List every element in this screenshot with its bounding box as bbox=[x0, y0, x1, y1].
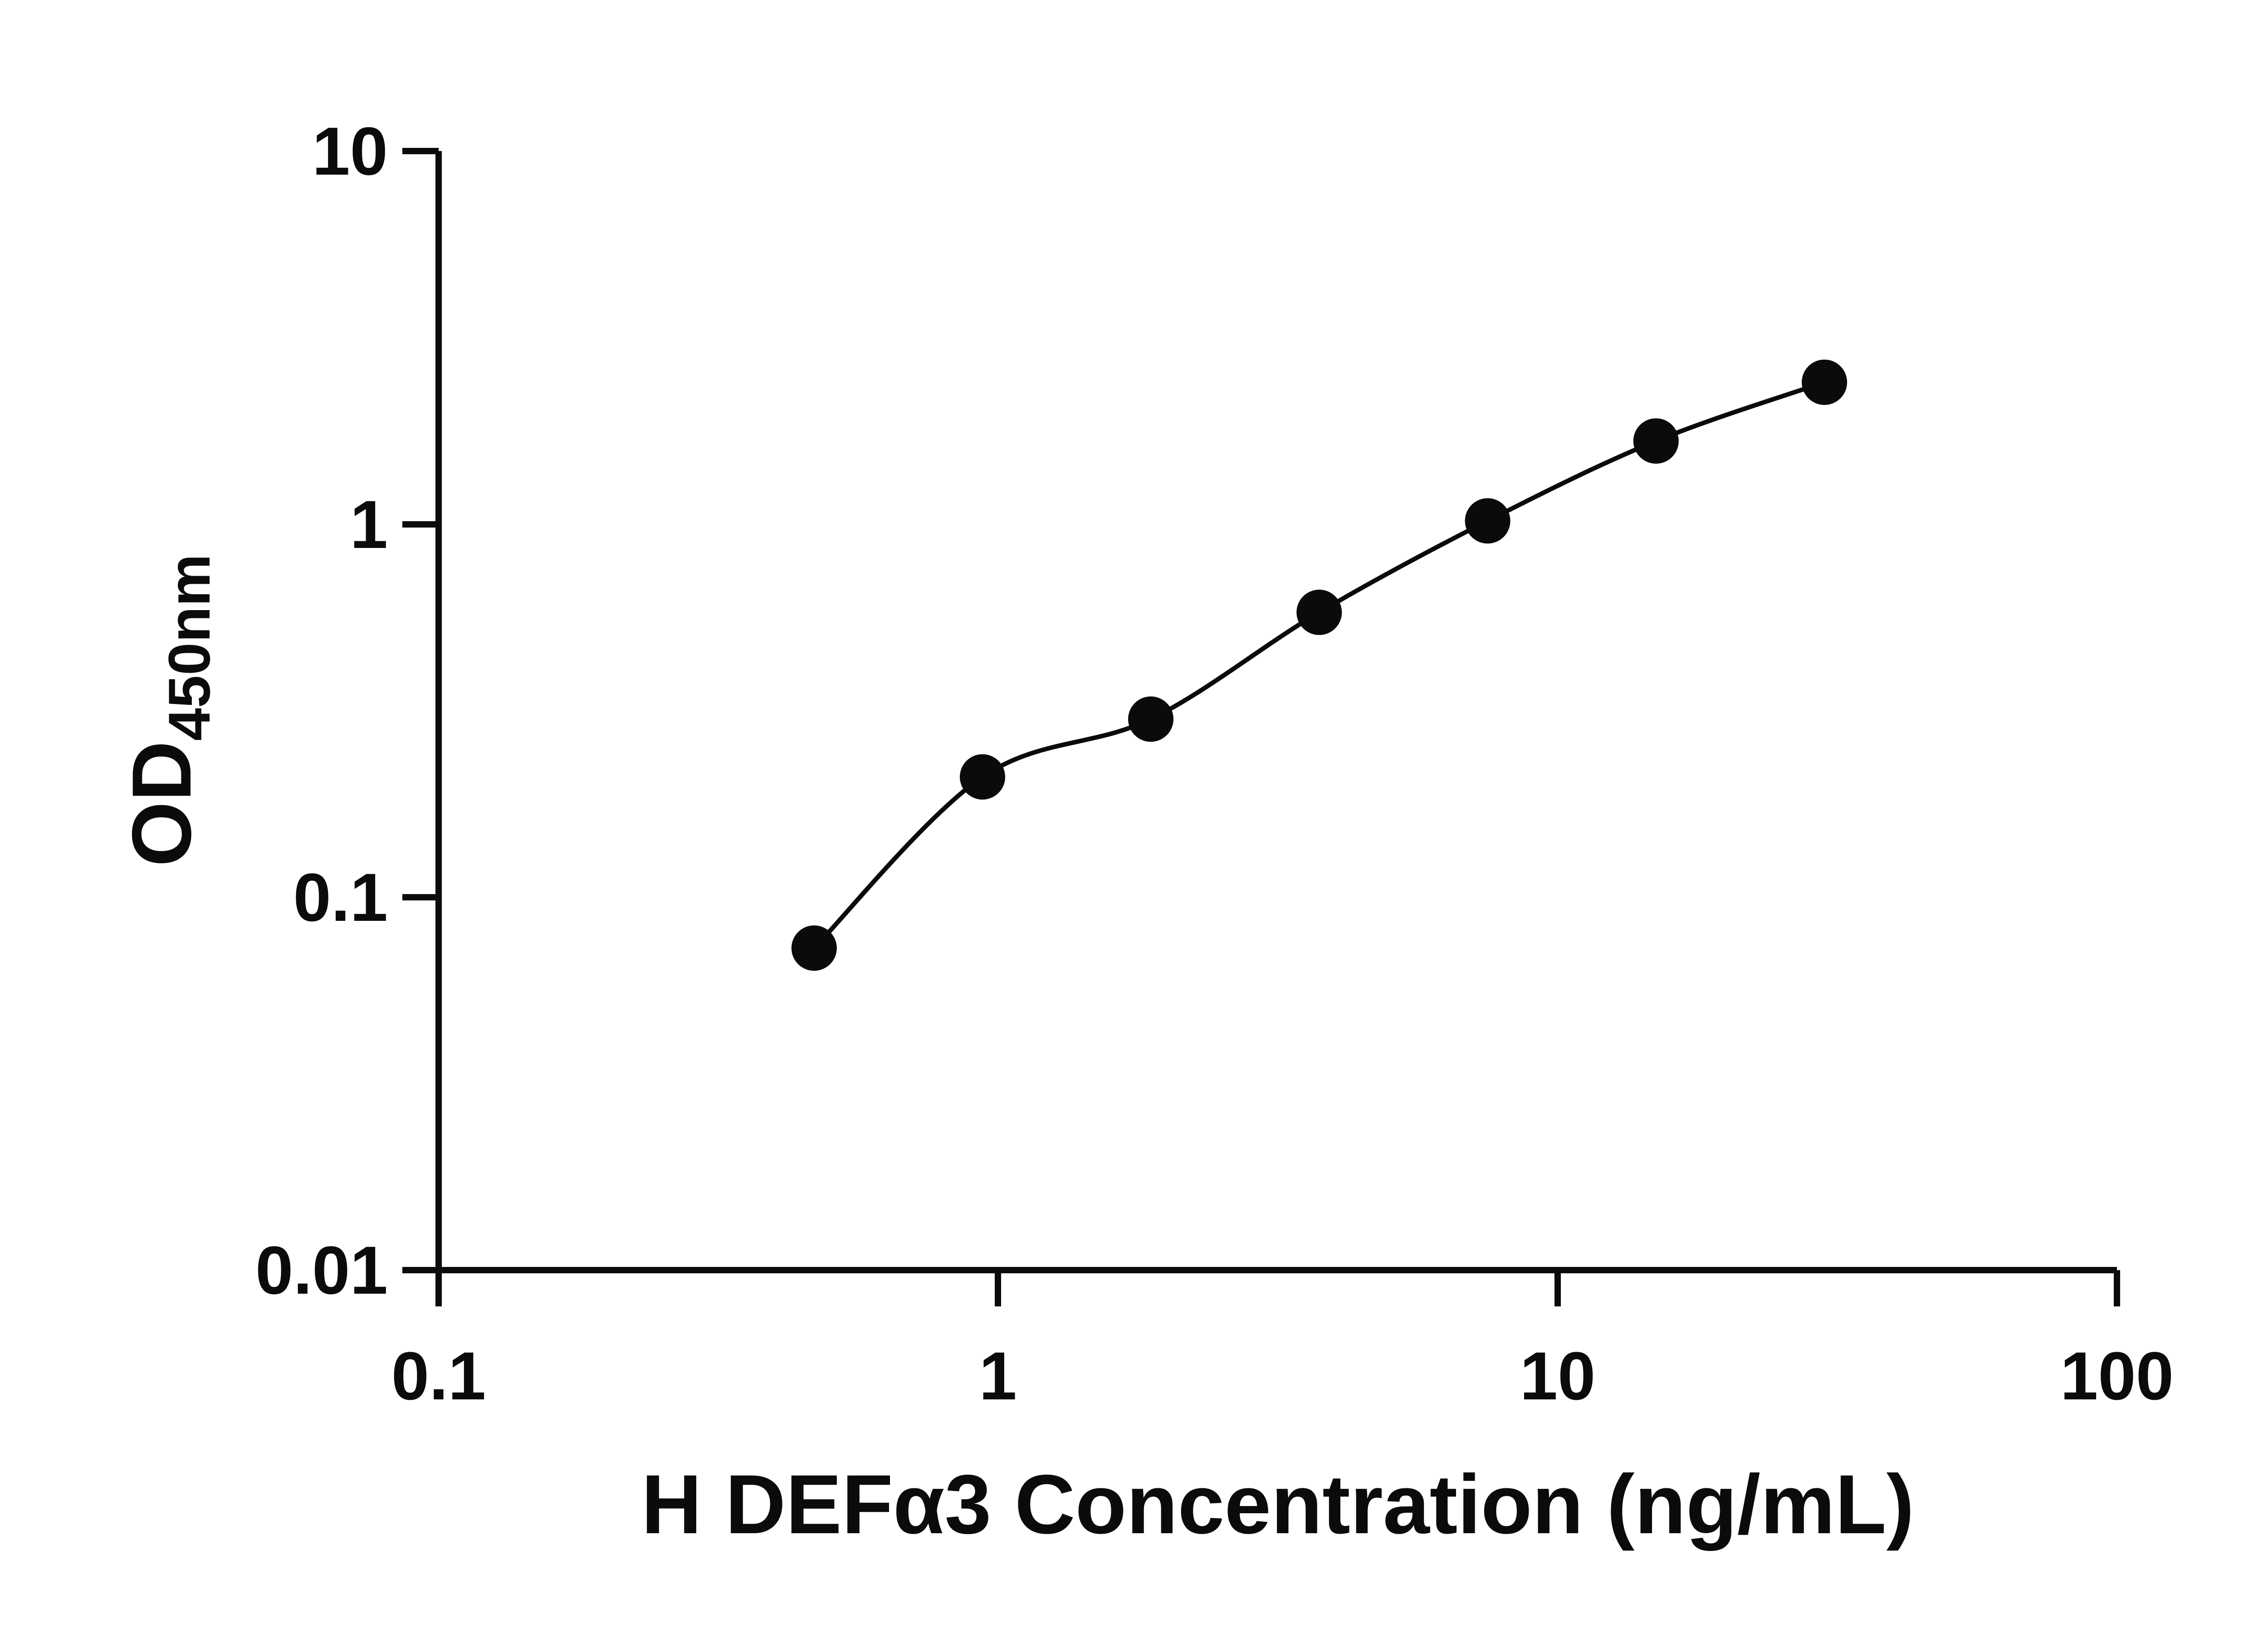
data-point bbox=[960, 754, 1005, 800]
data-point bbox=[791, 925, 837, 971]
y-axis-title-subscript: 450nm bbox=[156, 554, 222, 741]
y-tick-label-0.01: 0.01 bbox=[255, 1232, 388, 1308]
data-point bbox=[1296, 589, 1342, 635]
x-tick-label-1: 1 bbox=[979, 1338, 1017, 1414]
fit-curve bbox=[812, 380, 1825, 950]
y-axis-title-main: OD bbox=[115, 741, 209, 867]
x-tick-labels: 0.1 1 10 100 bbox=[391, 1338, 2174, 1414]
x-tick-label-0.1: 0.1 bbox=[391, 1338, 486, 1414]
y-axis-title: OD450nm bbox=[115, 554, 222, 866]
x-axis-title: H DEFα3 Concentration (ng/mL) bbox=[641, 1458, 1914, 1551]
x-tick-label-10: 10 bbox=[1520, 1338, 1596, 1414]
y-tick-labels: 10 1 0.1 0.01 bbox=[255, 113, 388, 1308]
data-point bbox=[1802, 359, 1848, 405]
series-standard-curve bbox=[791, 359, 1848, 971]
y-tick-label-10: 10 bbox=[312, 113, 388, 189]
y-tick-label-1: 1 bbox=[350, 486, 388, 562]
data-point bbox=[1128, 696, 1173, 742]
y-tick-label-0.1: 0.1 bbox=[293, 859, 388, 935]
data-point bbox=[1633, 418, 1679, 464]
data-point bbox=[1465, 498, 1510, 544]
x-tick-label-100: 100 bbox=[2060, 1338, 2174, 1414]
axes bbox=[402, 148, 2120, 1306]
